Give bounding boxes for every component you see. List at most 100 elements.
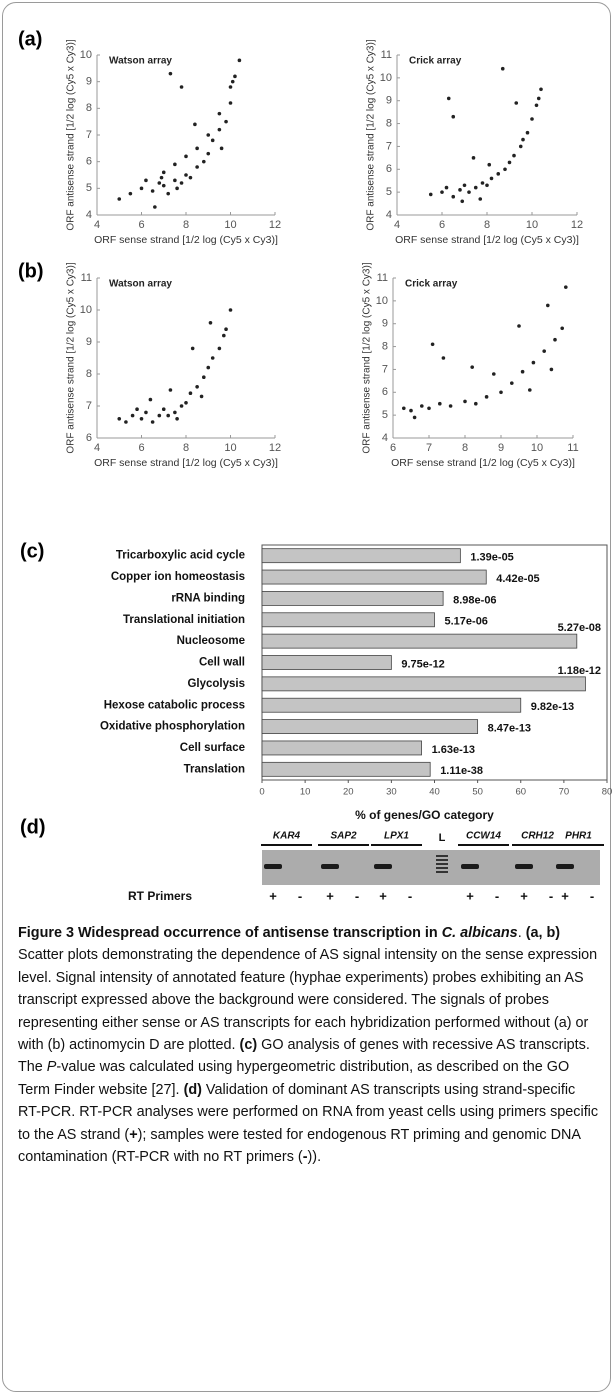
- point: [188, 175, 193, 180]
- primer-sign: +: [466, 888, 474, 903]
- caption-organism: C. albicans: [441, 925, 518, 941]
- category-label: Hexose catabolic process: [104, 699, 245, 711]
- primer-sign: +: [561, 888, 569, 903]
- point: [173, 410, 177, 415]
- plot-title: Crick array: [405, 279, 458, 290]
- point: [139, 417, 144, 421]
- point: [487, 162, 492, 167]
- point: [528, 388, 532, 392]
- x-tick-label: 6: [138, 442, 144, 454]
- point: [412, 415, 417, 420]
- y-axis-label: ORF antisense strand [1/2 log (Cy5 x Cy3…: [66, 262, 77, 453]
- annotation: 9.82e-13: [531, 701, 574, 713]
- y-tick-label: 6: [386, 163, 392, 175]
- point: [460, 199, 465, 204]
- point: [222, 333, 226, 338]
- point: [539, 87, 543, 92]
- plot-title: Watson array: [109, 279, 172, 290]
- point: [217, 127, 222, 132]
- caption-ref: (c): [239, 1037, 258, 1054]
- point: [168, 71, 173, 76]
- point: [144, 178, 148, 183]
- x-tick-label: 11: [567, 442, 578, 454]
- x-tick-label: 10: [224, 442, 236, 454]
- x-tick-label: 20: [343, 787, 354, 798]
- x-tick-label: 80: [602, 787, 613, 798]
- point: [117, 417, 122, 421]
- point: [161, 407, 166, 412]
- x-tick-label: 10: [224, 219, 236, 231]
- x-tick-label: 6: [439, 219, 445, 231]
- point: [206, 365, 211, 370]
- point: [144, 410, 148, 415]
- point: [473, 185, 478, 190]
- annotation: 8.98e-06: [453, 594, 496, 606]
- point: [228, 308, 233, 312]
- y-tick-label: 7: [382, 363, 388, 375]
- bar: [261, 676, 586, 692]
- caption-ref: (d): [183, 1081, 202, 1098]
- y-tick-label: 11: [377, 272, 388, 284]
- point: [549, 367, 554, 372]
- category-label: Tricarboxylic acid cycle: [116, 550, 245, 562]
- gel-band: [515, 864, 533, 869]
- point: [148, 397, 153, 402]
- category-label: Cell surface: [180, 742, 245, 754]
- annotation: 1.63e-13: [432, 744, 475, 756]
- point: [150, 189, 155, 193]
- point: [139, 186, 144, 191]
- point: [489, 176, 494, 181]
- point: [510, 381, 514, 385]
- row-label: RT Primers: [128, 889, 192, 903]
- point: [173, 178, 177, 183]
- primer-sign: -: [408, 888, 412, 903]
- point: [512, 153, 516, 158]
- bar: [261, 761, 431, 777]
- gene-label: SAP2: [330, 831, 357, 842]
- caption-text: Scatter plots demonstrating the dependen…: [18, 947, 598, 1054]
- point: [130, 413, 135, 418]
- bar: [261, 697, 522, 713]
- point: [228, 85, 233, 89]
- point: [166, 191, 170, 196]
- x-axis-label: ORF sense strand [1/2 log (Cy5 x Cy3)]: [395, 234, 579, 246]
- x-tick-label: 8: [183, 219, 189, 231]
- point: [202, 159, 206, 164]
- caption-ref: (a, b): [525, 925, 561, 941]
- primer-sign: +: [520, 888, 528, 903]
- y-tick-label: 9: [86, 336, 92, 348]
- x-tick-label: 10: [526, 219, 538, 231]
- x-tick-label: 60: [515, 787, 526, 798]
- point: [153, 205, 157, 209]
- point: [237, 58, 242, 63]
- gene-label: CRH12: [521, 831, 554, 842]
- x-tick-label: 4: [94, 442, 100, 454]
- gel-band: [374, 864, 392, 869]
- x-tick-label: 12: [269, 442, 281, 454]
- category-label: Glycolysis: [187, 678, 245, 690]
- category-label: Copper ion homeostasis: [111, 571, 245, 583]
- point: [470, 365, 475, 369]
- point: [484, 395, 489, 399]
- plot-title: Crick array: [409, 56, 462, 67]
- point: [451, 114, 456, 119]
- point: [446, 96, 451, 101]
- y-tick-label: 8: [86, 368, 92, 380]
- y-tick-label: 9: [86, 76, 92, 88]
- x-tick-label: 7: [426, 442, 432, 454]
- point: [564, 285, 568, 289]
- caption-text: )).: [307, 1149, 322, 1166]
- category-label: Translation: [184, 763, 245, 775]
- x-tick-label: 4: [94, 219, 100, 231]
- point: [462, 183, 467, 188]
- point: [420, 404, 424, 408]
- point: [553, 337, 557, 342]
- x-axis-label: % of genes/GO category: [355, 808, 494, 822]
- point: [188, 391, 193, 396]
- point: [441, 356, 446, 360]
- gene-label: CCW14: [466, 831, 501, 842]
- point: [195, 385, 199, 389]
